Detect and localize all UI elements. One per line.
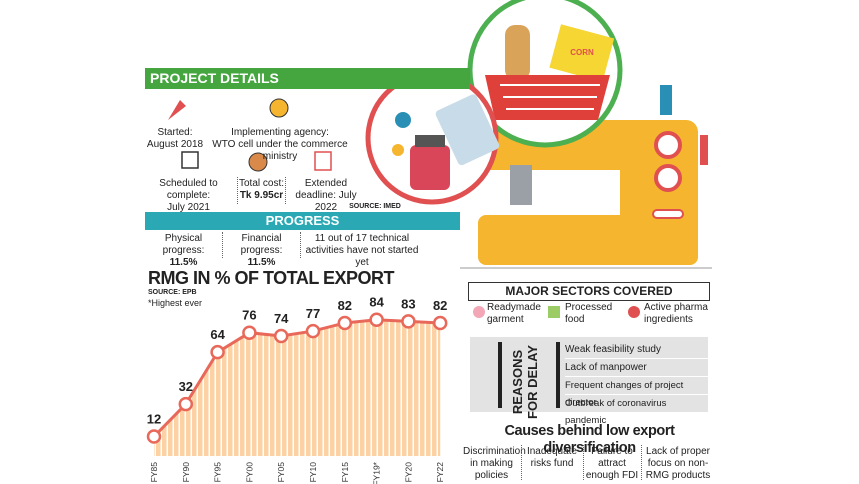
detail-label: Total cost:	[238, 178, 285, 189]
source: SOURCE: IMED	[349, 203, 401, 210]
point	[305, 323, 321, 339]
detail-label: Scheduled to complete:	[159, 178, 218, 201]
icons	[168, 98, 640, 318]
x-tick-label: FY90	[181, 462, 191, 483]
x-tick-label: FY15	[340, 462, 350, 483]
point	[146, 429, 162, 444]
point	[401, 314, 416, 329]
point	[210, 344, 225, 360]
x-tick-label: FY05	[276, 462, 286, 483]
data-label: 12	[147, 412, 161, 427]
illustration-text: CORN	[570, 48, 594, 57]
reason: Lack of manpower	[565, 359, 708, 377]
grocery-basket: CORN	[467, 0, 623, 148]
progress-value: 11.5%	[247, 257, 276, 268]
bar	[498, 342, 502, 408]
detail-label: Started:	[157, 127, 193, 138]
x-tick-label: FY19*	[372, 461, 382, 484]
progress-value: 11.5%	[169, 257, 198, 268]
x-tick-label: FY10	[308, 462, 318, 483]
progress-item: Physical progress: 11.5%	[145, 233, 222, 269]
point	[242, 325, 257, 340]
detail: Started: August 2018	[135, 127, 215, 151]
progress-item: 11 out of 17 technical activities have n…	[305, 233, 419, 268]
separator	[285, 177, 286, 204]
detail-value: Tk 9.95cr	[239, 190, 284, 201]
detail-value: deadline: July 2022	[295, 190, 357, 213]
point	[178, 396, 194, 412]
data-label: 84	[369, 295, 384, 310]
detail-value: August 2018	[146, 139, 204, 150]
detail: Implementing agency: WTO cell under the c…	[195, 127, 365, 163]
section-title: PROGRESS	[145, 212, 460, 230]
data-label: 77	[306, 306, 320, 321]
section-title: MAJOR SECTORS COVERED	[468, 282, 710, 301]
data-label: 82	[433, 298, 447, 313]
progress-label: Physical progress:	[162, 233, 205, 256]
section-title: Causes behind low export diversification	[504, 423, 675, 456]
separator	[237, 177, 238, 204]
data-label: 32	[179, 379, 193, 394]
reason: Outbreak of coronavirus pandemic	[565, 398, 667, 426]
line	[152, 318, 441, 438]
detail-label: Extended	[304, 178, 348, 189]
detail-value: July 2021	[167, 202, 210, 213]
reason: Weak feasibility study	[565, 341, 708, 359]
medicine	[365, 71, 500, 205]
point	[337, 315, 353, 331]
data-label: 83	[401, 296, 415, 311]
reasons-title: REASONS FOR DELAY	[510, 345, 540, 419]
x-tick-label: FY20	[403, 462, 413, 483]
chart-title: RMG IN % OF TOTAL EXPORT	[148, 268, 395, 288]
chart-note: *Highest ever	[148, 298, 203, 308]
x-tick-label: FY85	[149, 462, 159, 483]
detail: Total cost: Tk 9.95cr	[238, 178, 285, 202]
point	[432, 315, 448, 331]
chart: 12 FY85 32 FY90 64 FY95 76 FY00 74 FY05 77 FY10 82 FY…	[146, 295, 448, 484]
area	[154, 319, 441, 456]
sewing-machine	[470, 85, 708, 265]
cause: Discrimination in making policies	[463, 446, 526, 481]
sector: Processed food	[565, 302, 613, 325]
sector: Readymade garment	[487, 302, 541, 325]
separator	[521, 445, 522, 480]
data-label: 76	[242, 308, 256, 323]
detail: Scheduled to complete: July 2021	[140, 178, 237, 214]
x-tick-label: FY95	[213, 462, 223, 483]
point	[273, 328, 289, 344]
progress-label: Financial progress:	[240, 233, 283, 256]
data-label: 82	[338, 298, 352, 313]
reason: Frequent changes of project director	[565, 377, 708, 408]
bar	[556, 342, 560, 408]
detail: Extended deadline: July 2022	[286, 178, 366, 214]
cause: Failure to attract enough FDI	[585, 446, 639, 481]
point	[369, 312, 384, 327]
separator	[583, 445, 584, 480]
data-label: 64	[210, 327, 225, 342]
separator	[300, 232, 301, 258]
detail-value: WTO cell under the commerce ministry	[212, 139, 348, 162]
data-label: 74	[274, 311, 289, 326]
reasons-box	[470, 337, 708, 412]
separator	[222, 232, 223, 258]
cause: Lack of proper focus on non-RMG products	[645, 446, 711, 481]
cause: Inadequate risks fund	[526, 446, 578, 469]
separator	[641, 445, 642, 480]
progress-item: Financial progress: 11.5%	[223, 233, 300, 269]
x-tick-label: FY22	[435, 462, 445, 483]
section-title: PROJECT DETAILS	[145, 68, 470, 89]
x-tick-label: FY00	[244, 462, 254, 483]
chart-source: SOURCE: EPB	[148, 289, 197, 296]
detail-label: Implementing agency:	[231, 127, 329, 138]
sector: Active pharma ingredients	[644, 302, 708, 325]
